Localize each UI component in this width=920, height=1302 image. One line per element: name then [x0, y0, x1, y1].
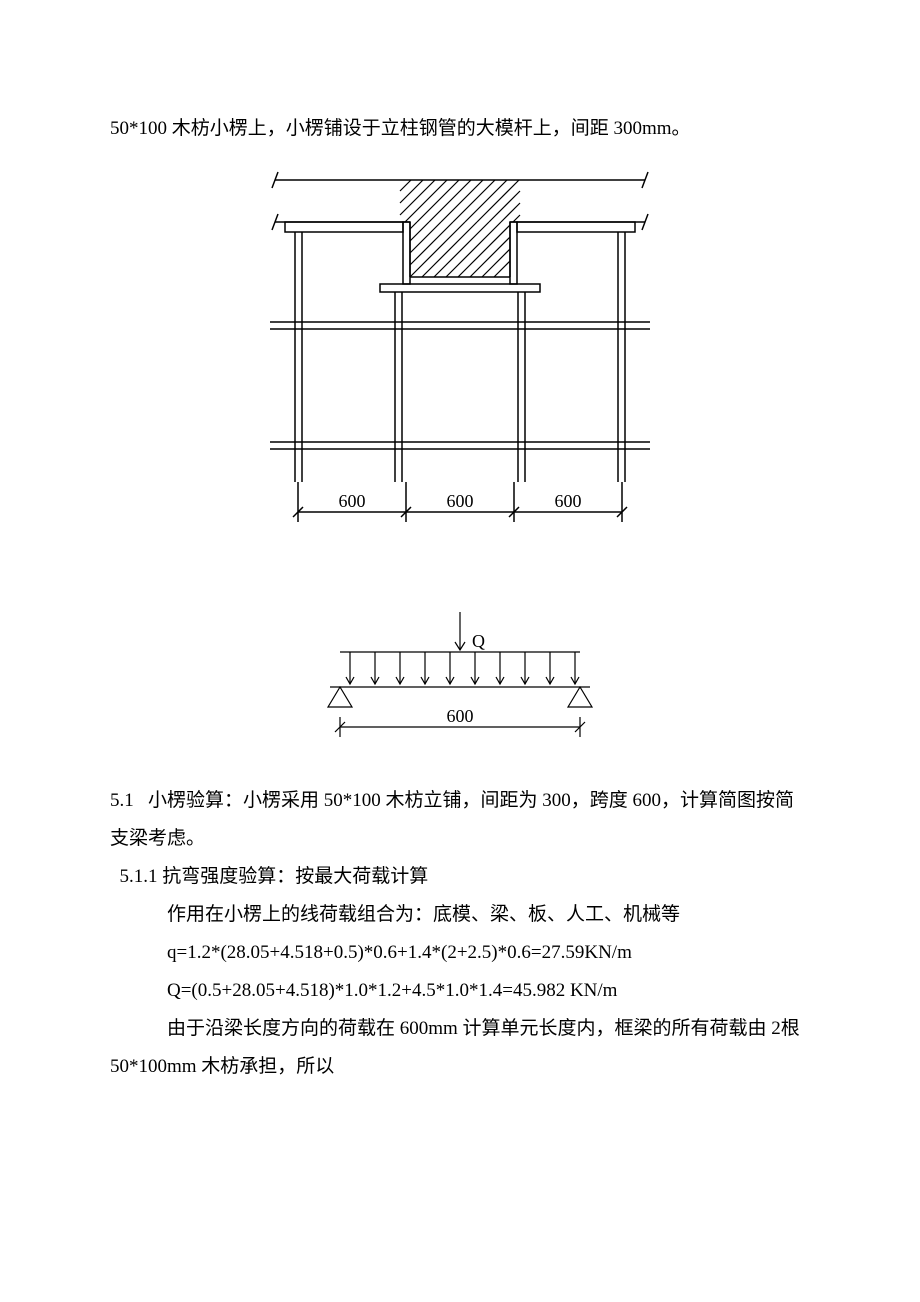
conclusion-paragraph: 由于沿梁长度方向的荷载在 600mm 计算单元长度内，框梁的所有荷载由 2根 5… [110, 1010, 810, 1086]
sec-5-1-num: 5.1 [110, 790, 134, 811]
line-load-desc: 作用在小楞上的线荷载组合为：底模、梁、板、人工、机械等 [110, 896, 810, 934]
dim-label-3: 600 [555, 491, 582, 511]
span-label: 600 [447, 706, 474, 726]
equation-q: q=1.2*(28.05+4.518+0.5)*0.6+1.4*(2+2.5)*… [110, 934, 810, 972]
line-load-desc-text: 作用在小楞上的线荷载组合为：底模、梁、板、人工、机械等 [167, 904, 680, 925]
load-label-Q: Q [472, 631, 485, 651]
dim-label-2: 600 [447, 491, 474, 511]
load-diagram: Q 600 [280, 592, 640, 752]
sec-5-1-1-text: 5.1.1 抗弯强度验算：按最大荷载计算 [120, 866, 429, 887]
section-5-1-1: 5.1.1 抗弯强度验算：按最大荷载计算 [110, 858, 810, 896]
conclusion-text: 由于沿梁长度方向的荷载在 600mm 计算单元长度内，框梁的所有荷载由 2根 5… [110, 1018, 800, 1077]
dim-label-1: 600 [339, 491, 366, 511]
section-5-1: 5.1 小楞验算：小楞采用 50*100 木枋立铺，间距为 300，跨度 600… [110, 782, 810, 858]
sec-5-1-text: 小楞验算：小楞采用 50*100 木枋立铺，间距为 300，跨度 600，计算简… [110, 790, 794, 849]
equation-Q: Q=(0.5+28.05+4.518)*1.0*1.2+4.5*1.0*1.4=… [110, 972, 810, 1010]
intro-paragraph: 50*100 木枋小楞上，小楞铺设于立柱钢管的大模杆上，间距 300mm。 [110, 110, 810, 148]
intro-text: 50*100 木枋小楞上，小楞铺设于立柱钢管的大模杆上，间距 300mm。 [110, 118, 691, 139]
beam-section-diagram: 600 600 600 [210, 162, 710, 562]
equation-q-text: q=1.2*(28.05+4.518+0.5)*0.6+1.4*(2+2.5)*… [167, 942, 632, 963]
equation-Q-text: Q=(0.5+28.05+4.518)*1.0*1.2+4.5*1.0*1.4=… [167, 980, 617, 1001]
